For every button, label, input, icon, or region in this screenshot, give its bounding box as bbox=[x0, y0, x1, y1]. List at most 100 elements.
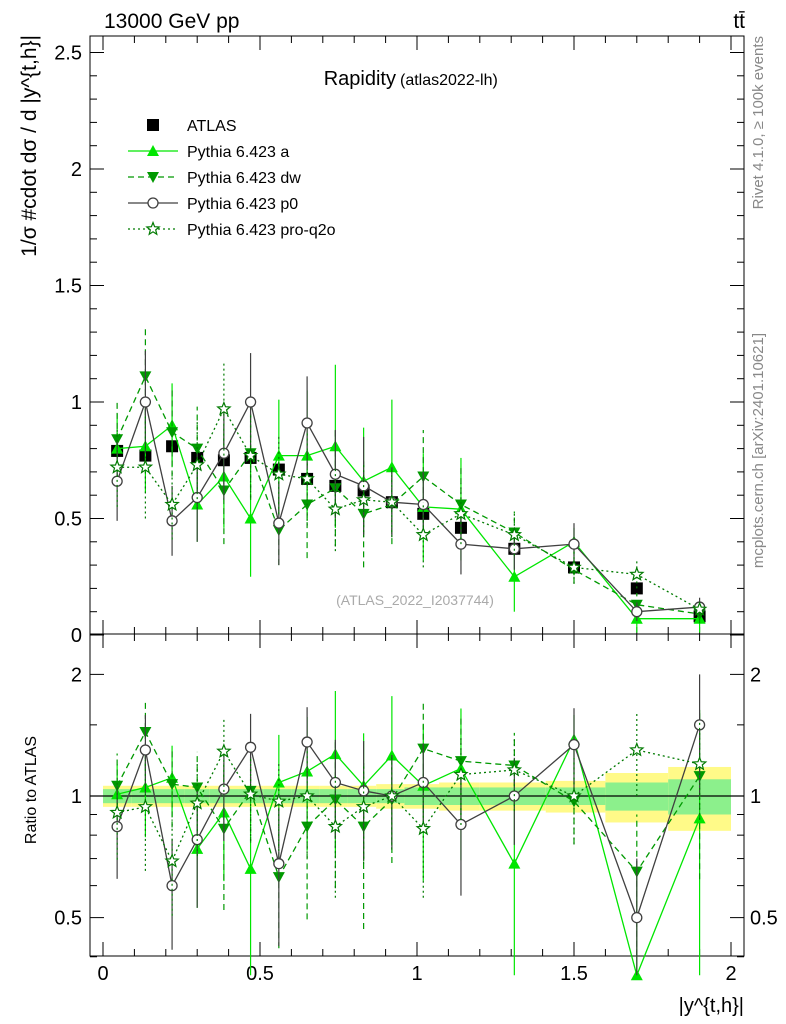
ratio-y-tick-label-right: 0.5 bbox=[750, 908, 778, 930]
ratio-point bbox=[109, 804, 125, 820]
legend-marker bbox=[147, 172, 159, 183]
ratio-point bbox=[327, 818, 344, 834]
legend-label: Pythia 6.423 dw bbox=[187, 170, 301, 187]
main-point bbox=[301, 417, 313, 429]
ratio-point bbox=[508, 857, 521, 869]
main-point bbox=[508, 570, 521, 582]
main-point bbox=[166, 427, 179, 439]
ratio-x-tick-label: 0.5 bbox=[246, 963, 274, 985]
main-point bbox=[631, 606, 643, 618]
rivet-label: Rivet 4.1.0, ≥ 100k events bbox=[750, 36, 767, 209]
ratio-point bbox=[384, 787, 400, 803]
main-point bbox=[111, 434, 124, 446]
chart-subtitle: (atlas2022-lh) bbox=[400, 72, 498, 89]
ratio-axis-ticks: 0.5 0.5 1 1 2 2 0 0.5 1 1.5 2 bbox=[54, 634, 778, 985]
legend-label: ATLAS bbox=[187, 118, 237, 135]
main-y-tick-label: 1 bbox=[71, 392, 82, 414]
ratio-point bbox=[242, 786, 259, 801]
ratio-point bbox=[137, 798, 154, 814]
ratio-series-3 bbox=[109, 713, 708, 916]
ratio-y-tick-label: 0.5 bbox=[54, 908, 82, 930]
main-y-tick-label: 1.5 bbox=[54, 276, 82, 298]
main-point bbox=[629, 566, 645, 582]
main-series-4 bbox=[109, 362, 708, 617]
main-point bbox=[216, 400, 232, 416]
main-point bbox=[242, 447, 259, 463]
mcplots-label: mcplots.cern.ch [arXiv:2401.10621] bbox=[750, 333, 767, 568]
ratio-series-1 bbox=[111, 701, 706, 957]
main-point bbox=[566, 559, 582, 575]
main-point bbox=[139, 396, 152, 408]
legend: ATLAS Pythia 6.423 a Pythia 6.423 dw Pythia… bbox=[128, 118, 336, 239]
main-series-3 bbox=[111, 350, 706, 622]
watermark: (ATLAS_2022_I2037744) bbox=[336, 592, 494, 608]
ratio-point bbox=[111, 820, 123, 833]
main-series-line bbox=[116, 374, 700, 615]
main-point bbox=[137, 459, 154, 474]
main-point bbox=[453, 505, 469, 521]
main-axis-ticks: 0 0.5 1 1.5 2 2.5 bbox=[54, 36, 744, 647]
ratio-x-tick-label: 2 bbox=[725, 963, 736, 985]
ratio-bands bbox=[90, 766, 744, 831]
legend-label: Pythia 6.423 p0 bbox=[187, 196, 298, 213]
ratio-point bbox=[216, 743, 232, 758]
main-point bbox=[385, 461, 398, 473]
main-point bbox=[189, 456, 205, 472]
main-point bbox=[417, 498, 429, 511]
ratio-panel: 0.5 0.5 1 1 2 2 0 0.5 1 1.5 2 Ratio to ATLAS |y^{t… bbox=[23, 633, 778, 1017]
legend-marker bbox=[147, 197, 159, 209]
ratio-point bbox=[385, 749, 398, 761]
ratio-point bbox=[454, 756, 467, 768]
ratio-y-label: Ratio to ATLAS bbox=[23, 736, 40, 844]
ratio-point bbox=[272, 776, 285, 788]
legend-label: Pythia 6.423 pro-q2o bbox=[187, 222, 336, 239]
ratio-point bbox=[244, 741, 257, 753]
main-point bbox=[273, 517, 285, 529]
ratio-x-tick-label: 0 bbox=[97, 963, 108, 985]
ratio-point bbox=[301, 736, 313, 748]
legend-marker bbox=[147, 119, 159, 131]
ratio-point bbox=[566, 787, 582, 803]
legend-marker bbox=[147, 145, 159, 156]
main-y-tick-label: 0.5 bbox=[54, 509, 82, 531]
main-point bbox=[218, 447, 230, 459]
ratio-point bbox=[164, 852, 180, 868]
ratio-series bbox=[109, 674, 708, 981]
main-series bbox=[109, 327, 708, 633]
legend-marker bbox=[145, 220, 161, 236]
ratio-y-tick-label: 1 bbox=[71, 786, 82, 808]
main-series-line bbox=[117, 407, 700, 610]
energy-label: 13000 GeV pp bbox=[104, 10, 239, 33]
main-y-tick-label: 0 bbox=[71, 625, 82, 647]
main-point bbox=[384, 494, 400, 509]
legend-label: Pythia 6.423 a bbox=[187, 144, 289, 161]
main-series-line bbox=[116, 399, 700, 613]
main-series-2 bbox=[111, 327, 706, 624]
main-point bbox=[355, 491, 372, 507]
main-point bbox=[568, 538, 580, 550]
main-point bbox=[272, 449, 285, 461]
ratio-series-2 bbox=[111, 674, 706, 976]
ratio-point bbox=[355, 798, 372, 814]
main-y-tick-label: 2.5 bbox=[54, 43, 82, 65]
ratio-point bbox=[691, 755, 708, 771]
main-point bbox=[691, 601, 708, 616]
main-y-label: 1/σ #cdot dσ / d |y^{t,h}| bbox=[18, 35, 41, 257]
main-point bbox=[506, 526, 523, 542]
ratio-y-tick-label-right: 1 bbox=[750, 786, 761, 808]
ratio-point bbox=[166, 779, 179, 791]
main-series-line bbox=[117, 424, 700, 620]
ratio-point bbox=[453, 766, 469, 782]
ratio-point bbox=[299, 787, 315, 803]
ratio-series-line bbox=[116, 730, 701, 879]
main-point bbox=[271, 466, 287, 481]
ratio-y-tick-label-right: 2 bbox=[750, 664, 761, 686]
ratio-x-tick-label: 1 bbox=[411, 963, 422, 985]
ratio-point bbox=[218, 783, 230, 795]
x-axis-label: |y^{t,h}| bbox=[679, 995, 744, 1017]
ratio-point bbox=[244, 862, 257, 874]
ratio-point bbox=[273, 858, 285, 870]
ratio-point bbox=[271, 793, 287, 808]
ratio-x-tick-label: 1.5 bbox=[560, 963, 588, 985]
